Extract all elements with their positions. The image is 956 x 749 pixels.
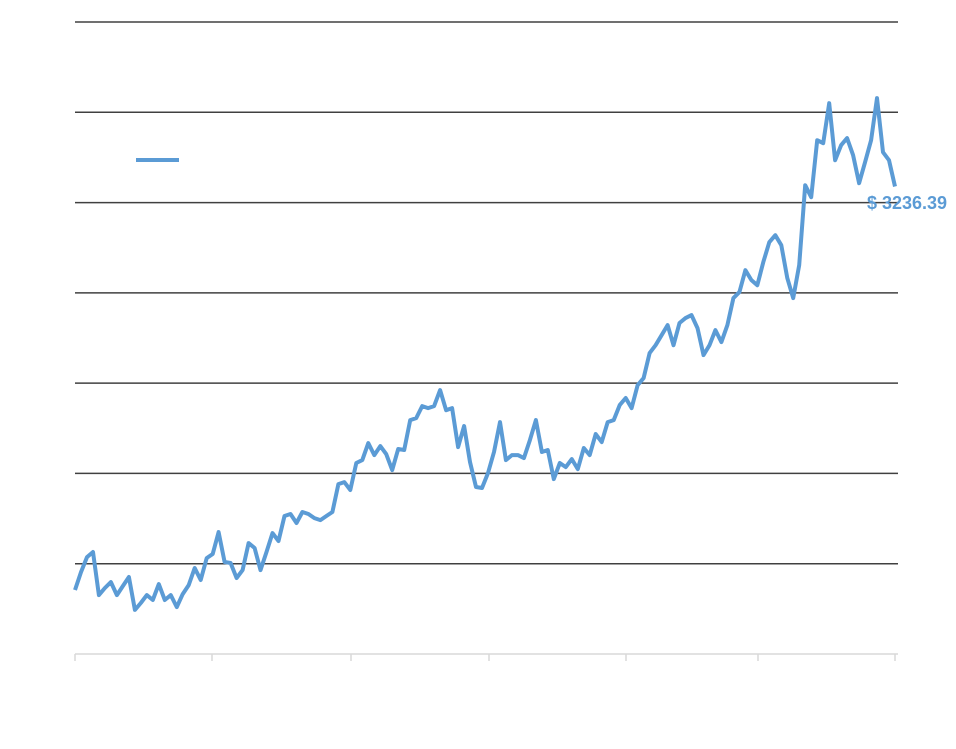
series-line [73,96,897,612]
data-label: $ 3236.39 [867,193,947,213]
x-axis-ticks [74,654,896,661]
